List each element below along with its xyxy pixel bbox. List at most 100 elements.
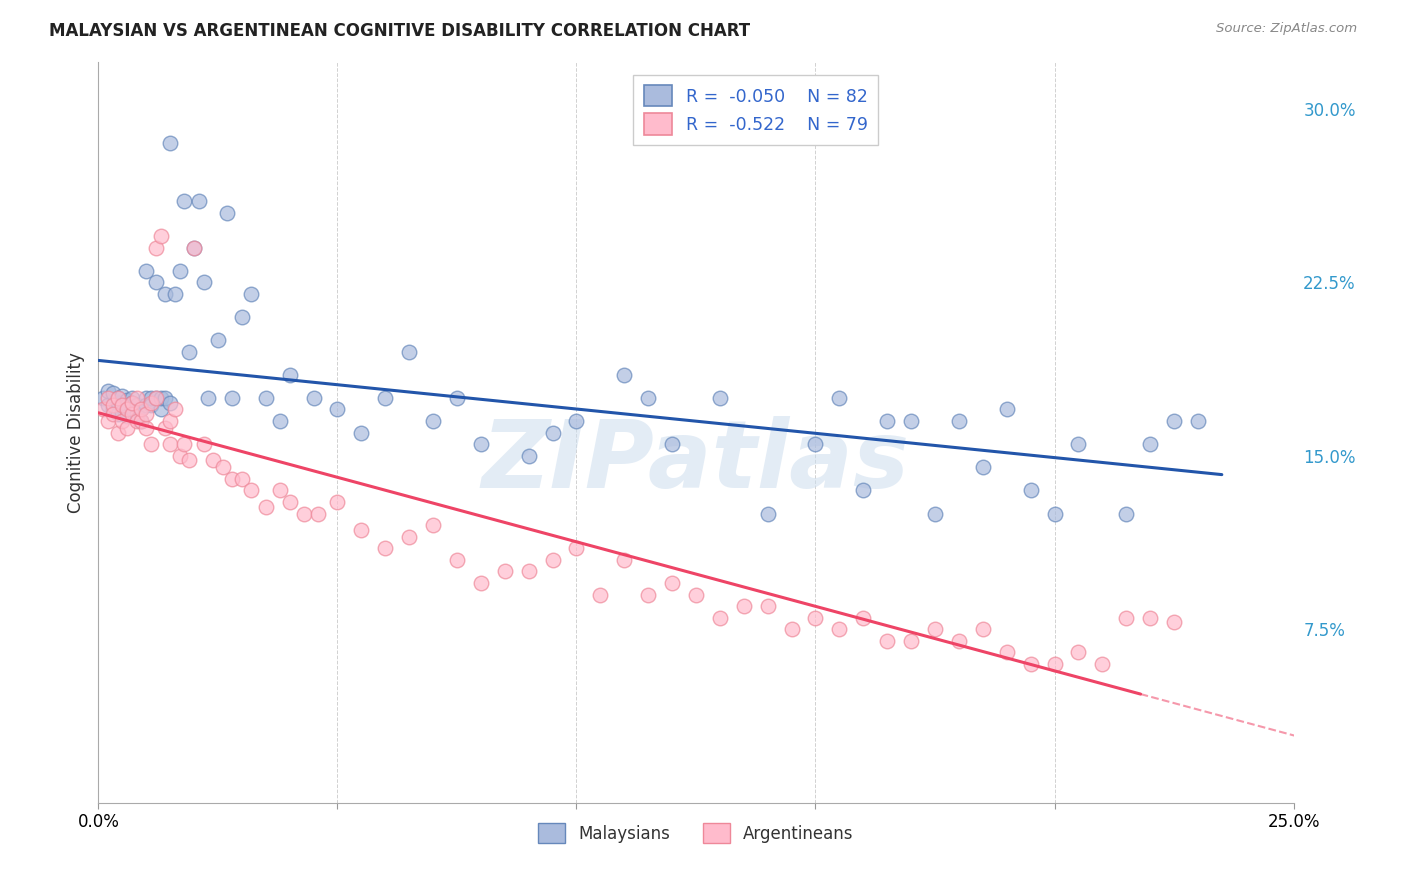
Point [756,507,779,521]
Point [422,518,444,533]
Point [145,391,167,405]
Point [972,460,994,475]
Point [173,437,195,451]
Point [91,402,114,417]
Point [494,565,516,579]
Point [111,398,134,412]
Point [240,483,263,498]
Point [131,402,153,417]
Point [101,402,124,417]
Point [155,391,177,405]
Point [125,407,148,421]
Point [125,391,148,405]
Point [350,523,373,537]
Point [804,610,827,624]
Point [179,344,201,359]
Point [1139,437,1161,451]
Point [115,393,138,408]
Point [326,495,349,509]
Point [828,622,851,636]
Point [217,206,239,220]
Point [135,407,157,421]
Point [91,391,114,405]
Text: ZIPatlas: ZIPatlas [482,417,910,508]
Point [398,530,420,544]
Point [278,495,301,509]
Point [852,610,875,624]
Point [125,398,148,412]
Point [398,344,420,359]
Point [145,240,167,255]
Point [163,402,186,417]
Point [135,398,157,412]
Point [107,391,129,405]
Point [876,414,898,428]
Point [446,391,468,405]
Point [613,553,636,567]
Point [613,368,636,382]
Point [876,633,898,648]
Point [470,576,492,591]
Point [231,472,253,486]
Point [1139,610,1161,624]
Point [1067,437,1090,451]
Point [972,622,994,636]
Point [350,425,373,440]
Point [995,402,1018,417]
Legend: Malaysians, Argentineans: Malaysians, Argentineans [531,816,860,850]
Point [193,275,215,289]
Point [685,588,707,602]
Point [159,136,181,151]
Point [1163,615,1185,630]
Point [1043,507,1066,521]
Point [135,421,157,435]
Point [121,395,143,409]
Text: MALAYSIAN VS ARGENTINEAN COGNITIVE DISABILITY CORRELATION CHART: MALAYSIAN VS ARGENTINEAN COGNITIVE DISAB… [49,22,751,40]
Point [179,453,201,467]
Point [149,229,172,244]
Point [121,407,143,421]
Point [661,437,683,451]
Point [422,414,444,428]
Point [565,414,588,428]
Point [107,425,129,440]
Point [1115,610,1137,624]
Point [183,240,205,255]
Point [1043,657,1066,671]
Point [107,395,129,409]
Point [169,449,191,463]
Point [254,500,277,514]
Point [1115,507,1137,521]
Point [924,622,946,636]
Point [269,414,291,428]
Point [517,449,540,463]
Point [139,395,162,409]
Point [145,391,167,405]
Point [183,240,205,255]
Point [852,483,875,498]
Point [115,402,138,417]
Point [149,391,172,405]
Point [145,275,167,289]
Point [97,414,120,428]
Point [661,576,683,591]
Point [900,633,922,648]
Point [121,402,143,417]
Point [111,400,134,414]
Point [107,391,129,405]
Point [828,391,851,405]
Point [733,599,755,614]
Text: Source: ZipAtlas.com: Source: ZipAtlas.com [1216,22,1357,36]
Point [101,386,124,401]
Point [278,368,301,382]
Point [589,588,612,602]
Point [159,395,181,409]
Point [1091,657,1114,671]
Point [307,507,329,521]
Point [121,391,143,405]
Point [139,437,162,451]
Point [900,414,922,428]
Point [101,398,124,412]
Point [221,472,243,486]
Point [111,414,134,428]
